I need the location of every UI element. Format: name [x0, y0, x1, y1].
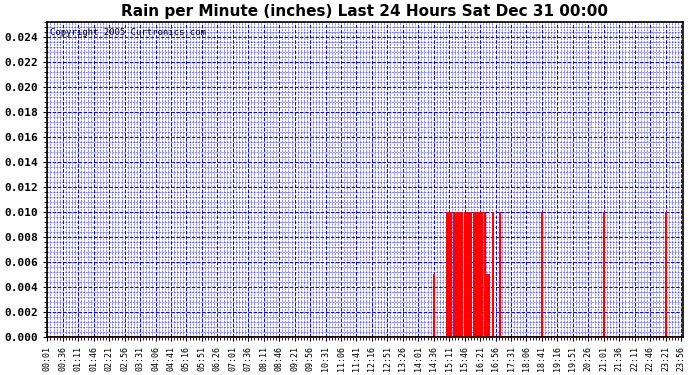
Text: Copyright 2005 Curtronics.com: Copyright 2005 Curtronics.com [50, 28, 206, 37]
Title: Rain per Minute (inches) Last 24 Hours Sat Dec 31 00:00: Rain per Minute (inches) Last 24 Hours S… [121, 4, 609, 19]
